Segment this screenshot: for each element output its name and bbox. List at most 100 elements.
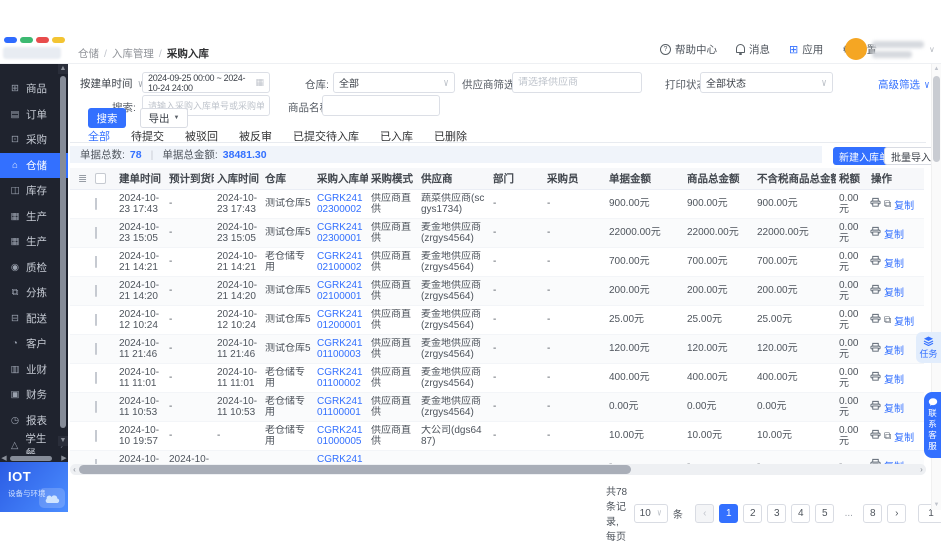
print-icon[interactable]	[870, 255, 881, 269]
contact-service-button[interactable]: 联系客服	[924, 392, 941, 458]
page-button-4[interactable]: 4	[791, 503, 811, 523]
sidebar-item-quality-check[interactable]: ◉质检›	[0, 255, 68, 281]
tab-2[interactable]: 待提交	[131, 131, 164, 143]
copy-link[interactable]: 复制	[884, 258, 904, 270]
print-icon[interactable]	[870, 313, 881, 327]
document-copy-icon[interactable]: ⧉	[884, 430, 892, 442]
select-all-checkbox[interactable]	[95, 173, 106, 184]
topbar-help-center[interactable]: ? 帮助中心	[660, 42, 717, 57]
sidebar-item-sorting[interactable]: ⧉分拣›	[0, 280, 68, 306]
order-number-link[interactable]: CGRK24101100002	[317, 366, 363, 390]
batch-import-button[interactable]: 批量导入	[884, 147, 938, 165]
sidebar-item-reports[interactable]: ◷报表›	[0, 408, 68, 434]
row-checkbox[interactable]	[95, 314, 97, 326]
order-number-link[interactable]: CGRK24102300001	[317, 221, 363, 245]
print-icon[interactable]	[870, 197, 881, 211]
sidebar-item-warehouse[interactable]: ⌂仓储›	[0, 152, 68, 178]
avatar[interactable]	[845, 38, 867, 60]
scroll-right-icon[interactable]: ›	[920, 465, 923, 474]
row-checkbox[interactable]	[95, 372, 97, 384]
sidebar-item-finance[interactable]: ▣财务›	[0, 382, 68, 408]
tab-5[interactable]: 已提交待入库	[293, 131, 359, 143]
next-page-button[interactable]: ›	[887, 503, 907, 523]
topbar-apps[interactable]: ⊞ 应用	[789, 42, 823, 57]
search-input[interactable]	[148, 100, 264, 111]
sidebar-horizontal-scrollbar[interactable]: ◀ ▶	[0, 454, 68, 462]
breadcrumb-warehouse[interactable]: 仓储	[78, 48, 99, 60]
warehouse-select[interactable]: 全部 ∨	[333, 72, 455, 93]
order-number-link[interactable]: CGRK24101100003	[317, 337, 363, 361]
scroll-down-icon[interactable]: ▼	[933, 502, 940, 508]
order-number-link[interactable]: CGRK24102100002	[317, 250, 363, 274]
scrollbar-thumb[interactable]	[933, 76, 940, 162]
prev-page-button[interactable]: ‹	[695, 503, 715, 523]
page-button-1[interactable]: 1	[719, 503, 739, 523]
scrollbar-thumb[interactable]	[10, 455, 52, 461]
order-number-link[interactable]: CGRK24101200001	[317, 308, 363, 332]
order-number-link[interactable]: CGRK24102100001	[317, 279, 363, 303]
supplier-filter-input[interactable]	[512, 72, 642, 93]
copy-link[interactable]: 复制	[894, 316, 915, 328]
page-button-2[interactable]: 2	[743, 503, 763, 523]
tab-7[interactable]: 已删除	[434, 131, 467, 143]
page-size-select[interactable]: 10 ∨	[633, 503, 668, 523]
row-checkbox[interactable]	[95, 401, 97, 413]
sidebar-item-production[interactable]: ▦生产›	[0, 204, 68, 230]
breadcrumb-inbound-mgmt[interactable]: 入库管理	[111, 48, 154, 60]
row-checkbox[interactable]	[95, 430, 97, 442]
copy-link[interactable]: 复制	[894, 200, 915, 212]
copy-link[interactable]: 复制	[884, 345, 904, 357]
topbar-messages[interactable]: 消息	[736, 42, 770, 57]
sidebar-item-inventory[interactable]: ◫库存›	[0, 178, 68, 204]
row-checkbox[interactable]	[95, 198, 97, 210]
order-number-link[interactable]: CGRK24101000005	[317, 424, 363, 448]
row-checkbox[interactable]	[95, 227, 97, 239]
create-inbound-button[interactable]: 新建入库单	[833, 147, 895, 165]
sidebar-item-goods[interactable]: ⊞商品›	[0, 76, 68, 102]
print-icon[interactable]	[870, 226, 881, 240]
row-checkbox[interactable]	[95, 459, 97, 468]
sidebar-scroll-down-icon[interactable]: ▼	[58, 436, 68, 446]
print-icon[interactable]	[870, 400, 881, 414]
sidebar-scroll-up-icon[interactable]: ▲	[58, 64, 68, 74]
sidebar-item-production-2[interactable]: ▦生产›	[0, 229, 68, 255]
row-checkbox[interactable]	[95, 285, 97, 297]
tab-6[interactable]: 已入库	[380, 131, 413, 143]
task-float-button[interactable]: 任务	[916, 332, 941, 363]
tab-3[interactable]: 被驳回	[185, 131, 218, 143]
sidebar-item-biz-finance[interactable]: ▥业财›	[0, 357, 68, 383]
page-vertical-scrollbar[interactable]: ▲ ▼	[931, 64, 941, 510]
page-button-8[interactable]: 8	[863, 503, 883, 523]
export-button[interactable]: 导出 ▼	[140, 108, 188, 128]
order-number-link[interactable]: CGRK24101100001	[317, 395, 363, 419]
page-button-5[interactable]: 5	[815, 503, 835, 523]
page-button-3[interactable]: 3	[767, 503, 787, 523]
copy-link[interactable]: 复制	[884, 374, 904, 386]
sidebar-item-delivery[interactable]: ⊟配送›	[0, 306, 68, 332]
order-number-link[interactable]: CGRK24102300002	[317, 192, 363, 216]
copy-link[interactable]: 复制	[884, 403, 904, 415]
sidebar-item-orders[interactable]: ▤订单›	[0, 102, 68, 128]
sidebar-item-customers[interactable]: ◔客户›	[0, 331, 68, 357]
date-range-picker[interactable]: 2024-09-25 00:00 ~ 2024-10-24 24:00 ▦	[142, 72, 270, 93]
advanced-filter-toggle[interactable]: 高级筛选 ∨	[878, 77, 930, 92]
scroll-up-icon[interactable]: ▲	[933, 66, 940, 72]
copy-link[interactable]: 复制	[894, 432, 915, 444]
document-copy-icon[interactable]: ⧉	[884, 198, 892, 210]
print-icon[interactable]	[870, 429, 881, 443]
print-icon[interactable]	[870, 342, 881, 356]
search-button[interactable]: 搜索	[88, 108, 126, 128]
scroll-right-icon[interactable]: ▶	[61, 455, 67, 462]
table-horizontal-scrollbar[interactable]: ‹ ›	[70, 464, 926, 475]
scrollbar-thumb[interactable]	[79, 465, 631, 474]
scroll-left-icon[interactable]: ‹	[73, 465, 76, 474]
product-name-field[interactable]	[322, 95, 440, 116]
scroll-left-icon[interactable]: ◀	[1, 455, 7, 462]
document-copy-icon[interactable]: ⧉	[884, 314, 892, 326]
iot-banner[interactable]: IOT 设备与环境	[0, 462, 68, 512]
tab-4[interactable]: 被反审	[239, 131, 272, 143]
column-settings-icon[interactable]: ≣	[78, 173, 88, 185]
date-type-select[interactable]: 按建单时间 ∨	[80, 76, 143, 91]
user-menu[interactable]: ∨	[845, 38, 935, 60]
copy-link[interactable]: 复制	[884, 229, 904, 241]
